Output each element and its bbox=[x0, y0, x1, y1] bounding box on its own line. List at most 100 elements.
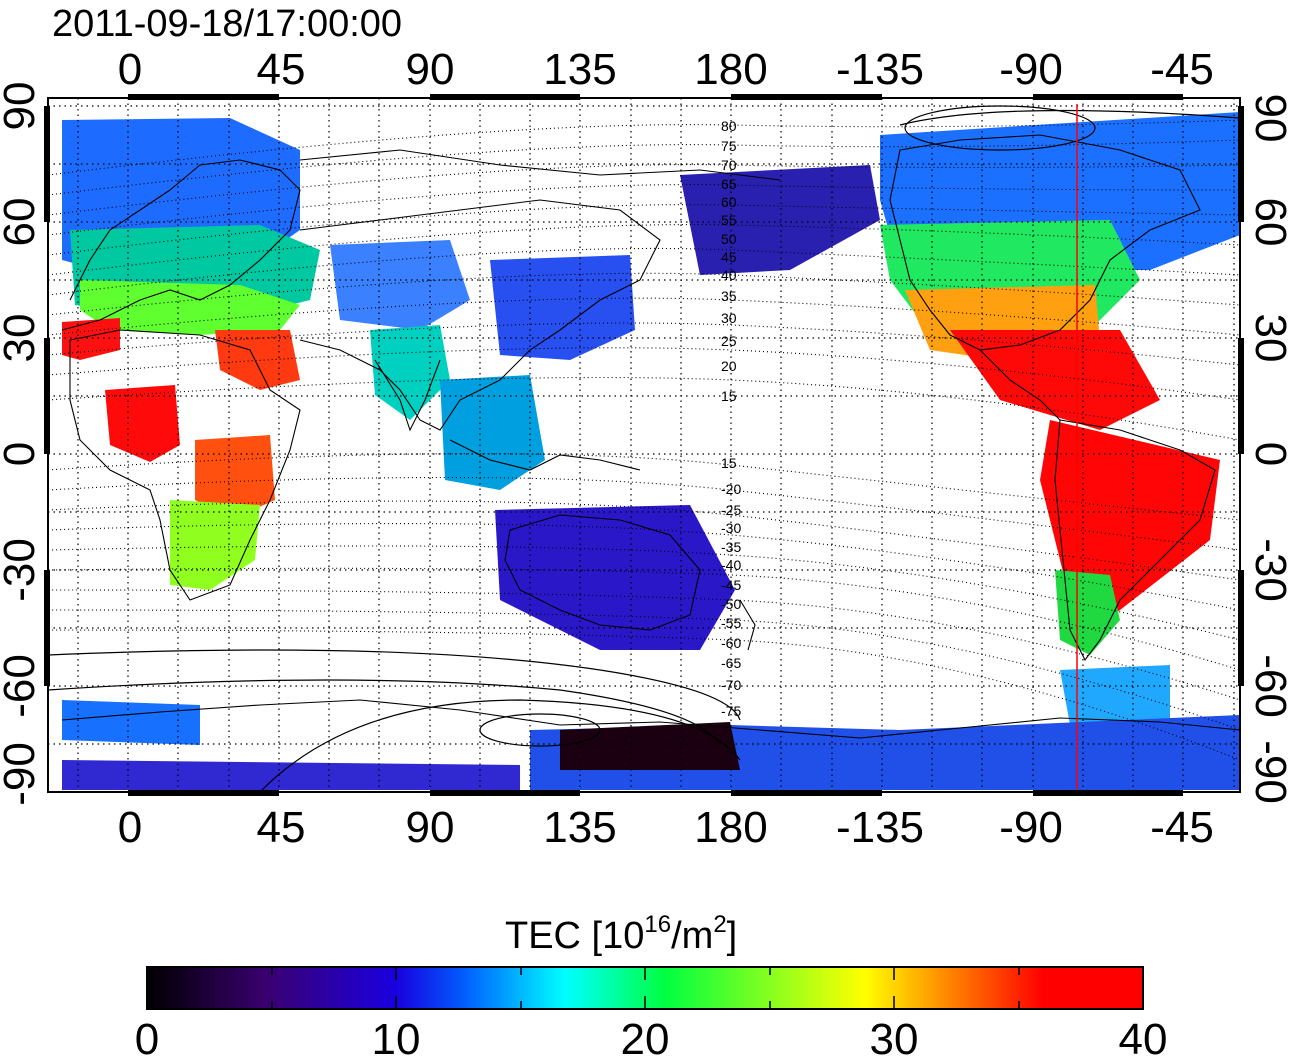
top-lon-ticks: 0 45 90 135 180 -135 -90 -45 bbox=[118, 45, 1214, 94]
coast-india bbox=[374, 359, 441, 432]
left-lat-tick: 90 bbox=[0, 82, 44, 131]
top-lon-tick: 45 bbox=[257, 45, 306, 94]
mlat-label: 45 bbox=[721, 249, 737, 265]
coast-africa bbox=[69, 329, 301, 601]
tec-region-east-africa bbox=[195, 435, 275, 520]
mlat-label: -70 bbox=[721, 677, 741, 693]
bottom-lon-tick: -135 bbox=[836, 803, 924, 852]
mlat-label: -35 bbox=[721, 539, 741, 555]
mlat-label: -25 bbox=[721, 502, 741, 518]
bottom-lon-tick: -90 bbox=[999, 803, 1063, 852]
right-lat-tick: 90 bbox=[1246, 94, 1292, 143]
mlat-label: -55 bbox=[721, 615, 741, 631]
top-lon-tick: -45 bbox=[1150, 45, 1214, 94]
mlat-label: -20 bbox=[721, 481, 741, 497]
mlat-label: 35 bbox=[721, 288, 737, 304]
coast-north-america bbox=[889, 134, 1201, 351]
coast-central-america bbox=[979, 349, 1061, 421]
left-lat-tick: 30 bbox=[0, 314, 44, 363]
mlat-contour-solid bbox=[48, 105, 1240, 792]
mlat-contour-lines bbox=[48, 119, 1240, 761]
left-lat-tick: -30 bbox=[0, 538, 44, 602]
coast-south-america bbox=[1054, 419, 1216, 662]
right-lat-tick: -90 bbox=[1246, 740, 1292, 804]
colorbar-label-exp: 16 bbox=[644, 911, 671, 938]
mlat-label: 15 bbox=[721, 455, 737, 471]
colorbar-label: TEC [1016/m2] bbox=[505, 911, 737, 957]
left-lat-ticks: 90 60 30 0 -30 -60 -90 bbox=[0, 82, 44, 806]
mlat-label: -60 bbox=[721, 635, 741, 651]
bottom-lon-tick: 90 bbox=[406, 803, 455, 852]
left-lat-tick: 60 bbox=[0, 198, 44, 247]
top-lon-tick: 180 bbox=[694, 45, 767, 94]
mlat-label: 20 bbox=[721, 358, 737, 374]
tec-region-antarctica-strip bbox=[62, 700, 200, 745]
colorbar-minor-ticks bbox=[271, 967, 1020, 1009]
top-lon-tick: -90 bbox=[999, 45, 1063, 94]
mlat-label: 70 bbox=[721, 157, 737, 173]
tec-region-middle-east bbox=[215, 330, 300, 390]
mlat-label: -65 bbox=[721, 655, 741, 671]
tec-region-sahara bbox=[105, 385, 180, 462]
tec-region-iberia bbox=[62, 318, 120, 360]
tec-region-siberia bbox=[680, 165, 880, 275]
right-lat-tick: -60 bbox=[1246, 654, 1292, 718]
mlat-label: 75 bbox=[721, 138, 737, 154]
tec-region-china bbox=[490, 255, 635, 360]
tec-region-antarctica-dark bbox=[560, 722, 740, 770]
left-lat-tick: 0 bbox=[0, 442, 44, 466]
frame-tick-bars bbox=[44, 94, 1244, 796]
mlat-label: -75 bbox=[721, 703, 741, 719]
mlat-label: 25 bbox=[721, 333, 737, 349]
tec-region-se-asia bbox=[440, 375, 545, 490]
right-lat-ticks: 90 60 30 0 -30 -60 -90 bbox=[1246, 94, 1292, 804]
top-lon-tick: 135 bbox=[543, 45, 616, 94]
coast-europe bbox=[61, 159, 301, 331]
bottom-lon-tick: 0 bbox=[118, 803, 142, 852]
colorbar-tick: 10 bbox=[372, 1015, 421, 1057]
top-lon-tick: -135 bbox=[836, 45, 924, 94]
tec-region-antarctica-west bbox=[62, 760, 520, 790]
left-lat-tick: -90 bbox=[0, 742, 44, 806]
mlat-labels-south: 15 -20 -25 -30 -35 -40 -45 -50 -55 -60 -… bbox=[721, 455, 741, 719]
colorbar-label-unit: /m bbox=[671, 915, 713, 957]
mlat-labels-north: 80 75 70 65 60 55 50 45 40 35 30 25 20 1… bbox=[721, 118, 737, 404]
bottom-lon-tick: -45 bbox=[1150, 803, 1214, 852]
tec-region-patagonia bbox=[1055, 570, 1120, 655]
coast-australia bbox=[504, 514, 701, 631]
coast-indonesia bbox=[449, 439, 641, 471]
left-lat-tick: -60 bbox=[0, 654, 44, 718]
tec-region-central-america bbox=[950, 330, 1160, 430]
coastlines bbox=[61, 134, 1240, 739]
colorbar-label-unit-exp: 2 bbox=[713, 911, 726, 938]
colorbar-tick: 0 bbox=[135, 1015, 159, 1057]
bottom-lon-tick: 180 bbox=[694, 803, 767, 852]
right-lat-tick: 0 bbox=[1246, 442, 1292, 466]
mlat-label: 60 bbox=[721, 194, 737, 210]
mlat-label: -30 bbox=[721, 520, 741, 536]
lat-lon-grid bbox=[48, 98, 1240, 792]
mlat-label: 15 bbox=[721, 388, 737, 404]
top-lon-tick: 0 bbox=[118, 45, 142, 94]
mlat-label: 50 bbox=[721, 231, 737, 247]
right-lat-tick: 60 bbox=[1246, 198, 1292, 247]
mlat-label: -45 bbox=[721, 577, 741, 593]
coast-asia bbox=[299, 199, 661, 431]
coast-antarctica bbox=[61, 699, 1240, 739]
bottom-lon-tick: 45 bbox=[257, 803, 306, 852]
mlat-label: 40 bbox=[721, 267, 737, 283]
colorbar-label-close: ] bbox=[727, 915, 738, 957]
timestamp-title: 2011-09-18/17:00:00 bbox=[52, 3, 402, 45]
colorbar-ticks: 0 10 20 30 40 bbox=[135, 1015, 1168, 1057]
tec-region-central-asia bbox=[330, 240, 470, 330]
mlat-label: 55 bbox=[721, 212, 737, 228]
bottom-lon-tick: 135 bbox=[543, 803, 616, 852]
mlat-label: 30 bbox=[721, 310, 737, 326]
colorbar-tick: 30 bbox=[870, 1015, 919, 1057]
tec-region-antarctic-peninsula bbox=[1060, 665, 1170, 725]
mlat-label: -50 bbox=[721, 596, 741, 612]
colorbar-label-main: TEC [10 bbox=[505, 915, 644, 957]
mlat-label: 80 bbox=[721, 118, 737, 134]
tec-region-europe-south bbox=[80, 280, 300, 335]
